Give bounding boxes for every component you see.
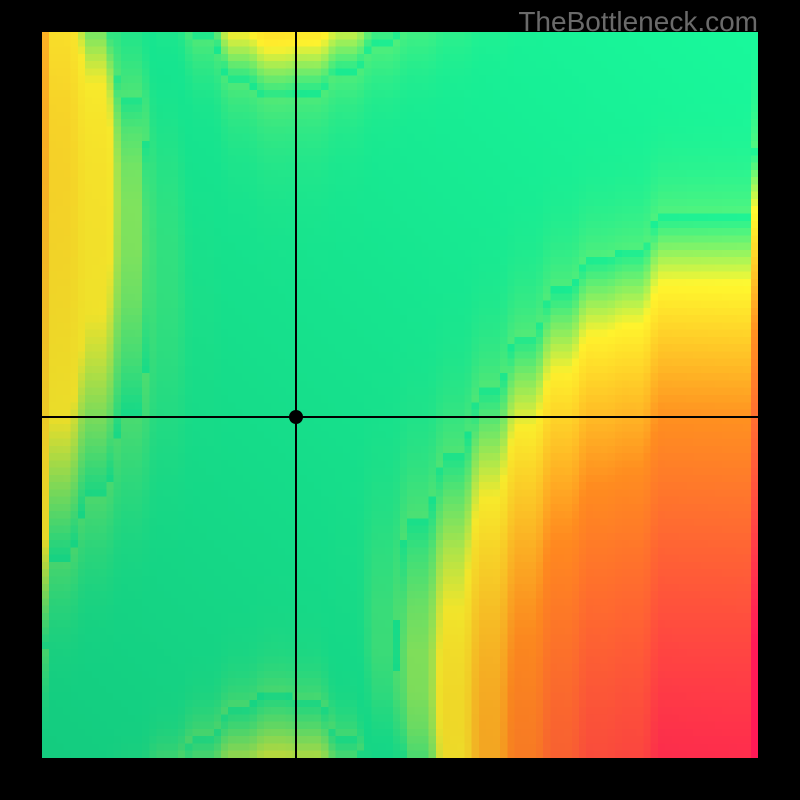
crosshair-horizontal [42,416,758,418]
watermark-text: TheBottleneck.com [518,6,758,38]
bottleneck-heatmap [42,32,758,758]
crosshair-marker [289,410,303,424]
chart-container: TheBottleneck.com [0,0,800,800]
crosshair-vertical [295,32,297,758]
